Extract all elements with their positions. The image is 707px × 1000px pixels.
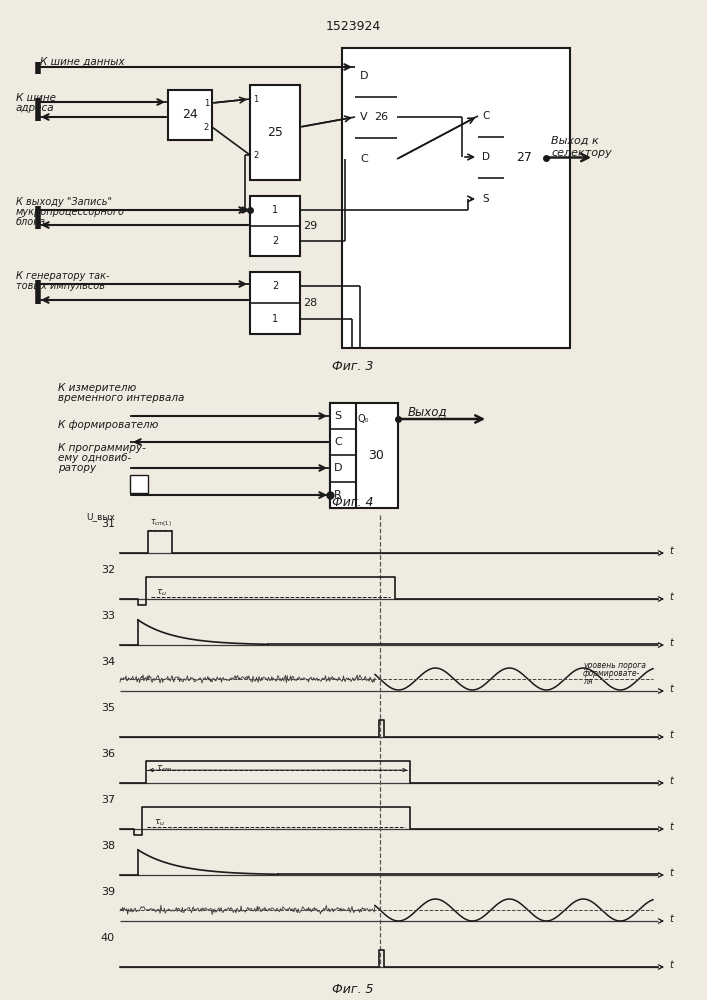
- Bar: [478, 95, 546, 220]
- Text: t: t: [669, 914, 673, 924]
- Text: ему одновиб-: ему одновиб-: [58, 453, 132, 463]
- Text: товых импульсов: товых импульсов: [16, 281, 105, 291]
- Text: 2: 2: [272, 236, 278, 246]
- Text: К выходу "Запись": К выходу "Запись": [16, 197, 112, 207]
- Text: V: V: [360, 112, 368, 122]
- Text: t: t: [669, 638, 673, 648]
- Text: 28: 28: [303, 298, 317, 308]
- Text: t: t: [669, 776, 673, 786]
- Text: $\tau_{cm(1)}$: $\tau_{cm(1)}$: [150, 517, 172, 529]
- Text: t: t: [669, 546, 673, 556]
- Text: D: D: [482, 152, 490, 162]
- Text: ратору: ратору: [58, 463, 96, 473]
- Text: 1: 1: [204, 99, 209, 107]
- Text: блока: блока: [16, 217, 46, 227]
- Text: $\tau_u$: $\tau_u$: [156, 588, 167, 598]
- Text: S: S: [482, 194, 489, 204]
- Bar: [355, 55, 397, 180]
- Text: 26: 26: [374, 112, 388, 122]
- Text: 24: 24: [182, 108, 198, 121]
- Text: C: C: [334, 437, 341, 447]
- Text: 31: 31: [101, 519, 115, 529]
- Text: 2: 2: [272, 281, 278, 291]
- Text: 27: 27: [516, 151, 532, 164]
- Bar: [330, 403, 398, 508]
- Bar: [250, 272, 300, 334]
- Bar: [168, 90, 212, 140]
- Text: Фиг. 3: Фиг. 3: [332, 360, 374, 373]
- Text: 1: 1: [272, 314, 278, 324]
- Text: Фиг. 5: Фиг. 5: [332, 983, 374, 996]
- Text: t: t: [669, 822, 673, 832]
- Bar: [330, 403, 356, 508]
- Text: t: t: [669, 730, 673, 740]
- Text: C: C: [360, 154, 368, 164]
- Text: К генератору так-: К генератору так-: [16, 271, 110, 281]
- Text: $\tau_{cm}$: $\tau_{cm}$: [156, 763, 173, 774]
- Text: селектору: селектору: [551, 147, 612, 157]
- Text: 32: 32: [101, 565, 115, 575]
- Text: 38: 38: [101, 841, 115, 851]
- Text: 30: 30: [368, 449, 384, 462]
- Text: D: D: [360, 71, 368, 81]
- Text: D: D: [334, 463, 342, 473]
- Text: К измерителю: К измерителю: [58, 383, 136, 393]
- Text: t: t: [669, 868, 673, 878]
- Text: К формирователю: К формирователю: [58, 420, 158, 430]
- Text: S: S: [334, 411, 341, 421]
- Text: 37: 37: [101, 795, 115, 805]
- Text: 2: 2: [253, 150, 258, 159]
- Text: ля: ля: [583, 677, 592, 686]
- Text: формировате-: формировате-: [583, 669, 641, 678]
- Bar: [250, 196, 300, 256]
- Text: адреса: адреса: [16, 103, 54, 113]
- Text: C: C: [482, 111, 489, 121]
- Text: К шине данных: К шине данных: [40, 57, 124, 67]
- Text: t: t: [669, 684, 673, 694]
- Text: U_вых: U_вых: [86, 512, 115, 521]
- Text: $\tau_u$: $\tau_u$: [154, 818, 165, 828]
- Text: t: t: [669, 960, 673, 970]
- Text: Выход к: Выход к: [551, 135, 599, 145]
- Text: Фиг. 4: Фиг. 4: [332, 496, 374, 509]
- Text: 36: 36: [101, 749, 115, 759]
- Bar: [250, 85, 300, 180]
- Bar: [342, 48, 570, 348]
- Bar: [130, 475, 148, 493]
- Text: 35: 35: [101, 703, 115, 713]
- Text: 33: 33: [101, 611, 115, 621]
- Text: временного интервала: временного интервала: [58, 393, 185, 403]
- Text: Выход: Выход: [408, 405, 448, 418]
- Text: 39: 39: [101, 887, 115, 897]
- Text: К программиру-: К программиру-: [58, 443, 146, 453]
- Text: 1523924: 1523924: [325, 20, 380, 33]
- Text: 1: 1: [253, 95, 258, 104]
- Text: уровень порога: уровень порога: [583, 661, 646, 670]
- Text: Q₀: Q₀: [358, 414, 370, 424]
- Text: 2: 2: [204, 122, 209, 131]
- Text: 25: 25: [267, 126, 283, 139]
- Text: R: R: [334, 490, 341, 500]
- Text: 29: 29: [303, 221, 317, 231]
- Text: 34: 34: [101, 657, 115, 667]
- Bar: [478, 95, 504, 220]
- Text: мукропроцессорного: мукропроцессорного: [16, 207, 125, 217]
- Text: t: t: [669, 592, 673, 602]
- Text: К шине: К шине: [16, 93, 56, 103]
- Text: 1: 1: [272, 205, 278, 215]
- Text: 40: 40: [101, 933, 115, 943]
